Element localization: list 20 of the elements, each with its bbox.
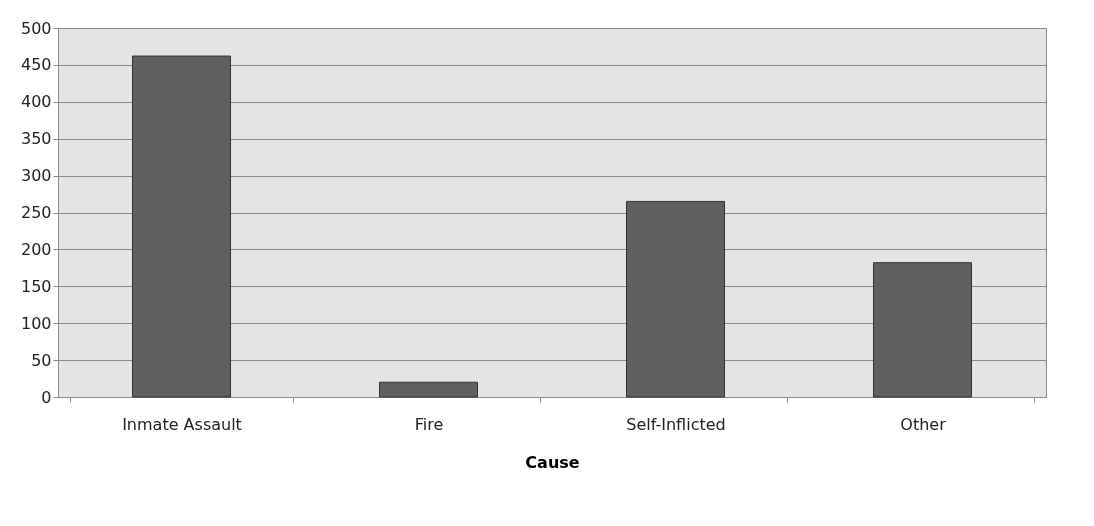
y-tick-label: 250 <box>20 203 52 222</box>
y-tick-label: 350 <box>20 129 52 149</box>
y-tick-label: 200 <box>20 239 52 259</box>
y-tick-label: 300 <box>20 166 52 186</box>
bar <box>132 55 231 398</box>
y-tick-label: 400 <box>20 92 52 112</box>
y-tick-label: 50 <box>31 350 52 370</box>
bar <box>873 262 972 398</box>
bar <box>379 381 478 398</box>
x-axis-title: Cause <box>525 452 580 472</box>
x-tick-label: Fire <box>414 414 444 434</box>
x-tick-label: Self-Inflicted <box>626 414 726 434</box>
y-tick-label: 0 <box>41 387 52 407</box>
x-tick-label: Other <box>900 414 947 434</box>
x-tick-label: Inmate Assault <box>122 414 242 434</box>
y-tick-label: 500 <box>20 18 52 38</box>
y-tick-label: 150 <box>20 276 52 296</box>
y-tick-label: 450 <box>20 55 52 75</box>
y-tick-label: 100 <box>20 313 52 333</box>
bar <box>626 200 725 398</box>
